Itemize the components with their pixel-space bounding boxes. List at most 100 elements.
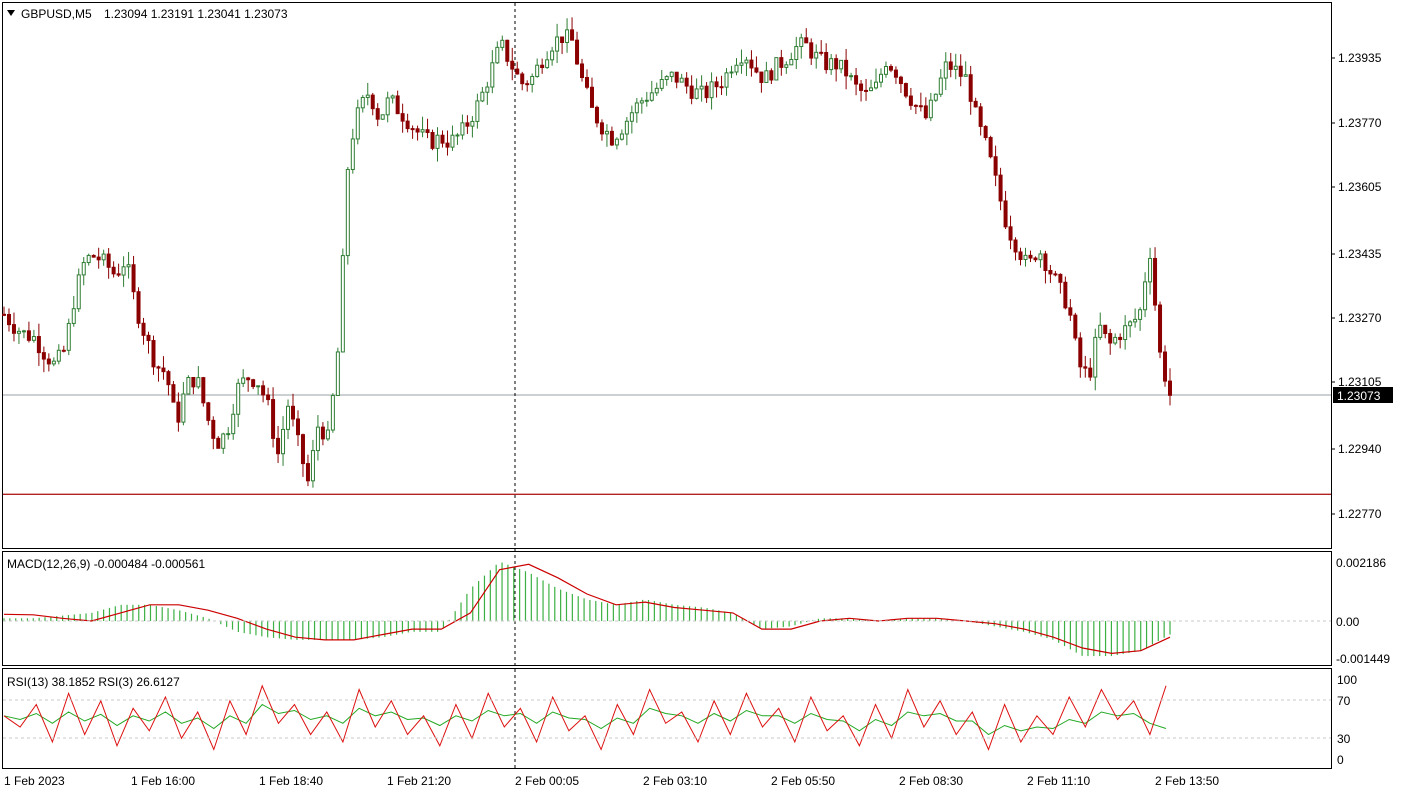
price-tick: 1.23605 — [1338, 180, 1382, 194]
candle-bear — [141, 322, 146, 336]
candle-bear — [560, 36, 565, 44]
candle-bear — [146, 334, 151, 342]
candle-bull — [1023, 254, 1028, 261]
candle-bear — [1108, 333, 1113, 344]
candle-bull — [764, 70, 769, 83]
candle-bull — [928, 99, 933, 119]
candle-bear — [1163, 351, 1168, 382]
candle-bull — [256, 385, 261, 388]
price-tick: 1.23435 — [1338, 247, 1382, 261]
candle-bear — [854, 75, 859, 85]
candle-bear — [266, 394, 271, 401]
candle-bear — [106, 253, 111, 268]
rsi-tick: 100 — [1337, 673, 1357, 687]
candle-bull — [938, 77, 943, 95]
candle-bull — [365, 94, 370, 98]
candle-bear — [440, 134, 445, 144]
candle-bear — [575, 39, 580, 65]
candle-bull — [953, 65, 958, 70]
candle-bear — [96, 256, 101, 261]
price-tick: 1.23270 — [1338, 311, 1382, 325]
rsi13-line — [3, 703, 1167, 736]
candle-bull — [480, 91, 485, 102]
candle-bear — [1043, 253, 1048, 272]
candle-bear — [515, 68, 520, 75]
candle-bear — [111, 266, 116, 275]
candle-bear — [405, 120, 410, 130]
candle-bull — [1128, 321, 1133, 327]
candle-bear — [898, 76, 903, 85]
macd-signal-line — [3, 563, 1171, 655]
candle-bear — [246, 377, 251, 381]
candle-bear — [1018, 251, 1023, 261]
candle-bull — [385, 97, 390, 116]
candle-bull — [350, 138, 355, 170]
candle-bear — [983, 125, 988, 139]
candle-bear — [1058, 273, 1063, 283]
candle-bear — [948, 61, 953, 70]
price-tick: 1.22770 — [1338, 507, 1382, 521]
candle-bear — [41, 352, 46, 360]
candle-bear — [11, 324, 16, 334]
candle-bear — [844, 59, 849, 77]
candle-bear — [908, 95, 913, 106]
time-tick: 1 Feb 18:40 — [259, 774, 323, 788]
candle-bear — [276, 437, 281, 455]
candle-bear — [151, 340, 156, 368]
candle-bear — [819, 51, 824, 54]
candle-bull — [545, 59, 550, 69]
time-tick: 1 Feb 16:00 — [131, 774, 195, 788]
candle-bear — [674, 71, 679, 83]
candle-bull — [729, 71, 734, 74]
candle-bear — [271, 399, 276, 439]
candle-bull — [310, 450, 315, 482]
candle-bear — [1153, 257, 1158, 306]
candle-bear — [1083, 366, 1088, 369]
time-tick: 1 Feb 2023 — [4, 774, 65, 788]
candle-bull — [475, 100, 480, 122]
candle-bull — [21, 330, 26, 333]
candle-bull — [1093, 336, 1098, 378]
candle-bear — [599, 122, 604, 135]
candle-bear — [251, 379, 256, 388]
macd-label: MACD(12,26,9) -0.000484 -0.000561 — [7, 557, 205, 571]
candle-bull — [500, 39, 505, 48]
candle-bull — [490, 62, 495, 88]
candle-bull — [550, 50, 555, 61]
candle-bull — [1148, 257, 1153, 283]
candle-bull — [226, 433, 231, 436]
candle-bull — [604, 130, 609, 135]
candle-bull — [869, 87, 874, 92]
candle-bull — [654, 87, 659, 94]
rsi-label: RSI(13) 38.1852 RSI(3) 26.6127 — [7, 675, 180, 689]
candle-bear — [161, 367, 166, 373]
candle-bear — [689, 85, 694, 99]
candle-bear — [1118, 336, 1123, 341]
candle-bull — [485, 86, 490, 93]
candle-bull — [629, 112, 634, 122]
price-tick: 1.23770 — [1338, 116, 1382, 130]
macd-tick: 0.00 — [1336, 615, 1360, 629]
candle-bull — [1038, 253, 1043, 261]
candle-bear — [585, 76, 589, 88]
candle-bear — [370, 94, 375, 110]
candle-bear — [415, 128, 420, 133]
candle-bull — [66, 322, 71, 351]
candle-bear — [580, 63, 585, 78]
candle-bull — [535, 64, 540, 77]
candle-bull — [963, 74, 968, 77]
candle-bull — [814, 51, 819, 59]
candle-bull — [126, 264, 131, 268]
candle-bear — [320, 426, 325, 440]
candle-bear — [465, 122, 470, 127]
candle-bear — [525, 83, 530, 86]
candle-bear — [116, 273, 121, 276]
symbol-dropdown-icon[interactable] — [7, 10, 15, 16]
candle-bear — [1158, 304, 1163, 353]
candle-bear — [759, 71, 764, 83]
main-price-panel — [2, 2, 1332, 549]
candle-bull — [874, 81, 879, 89]
candle-bear — [295, 418, 300, 436]
candle-bear — [913, 104, 918, 107]
candle-bear — [893, 69, 898, 78]
